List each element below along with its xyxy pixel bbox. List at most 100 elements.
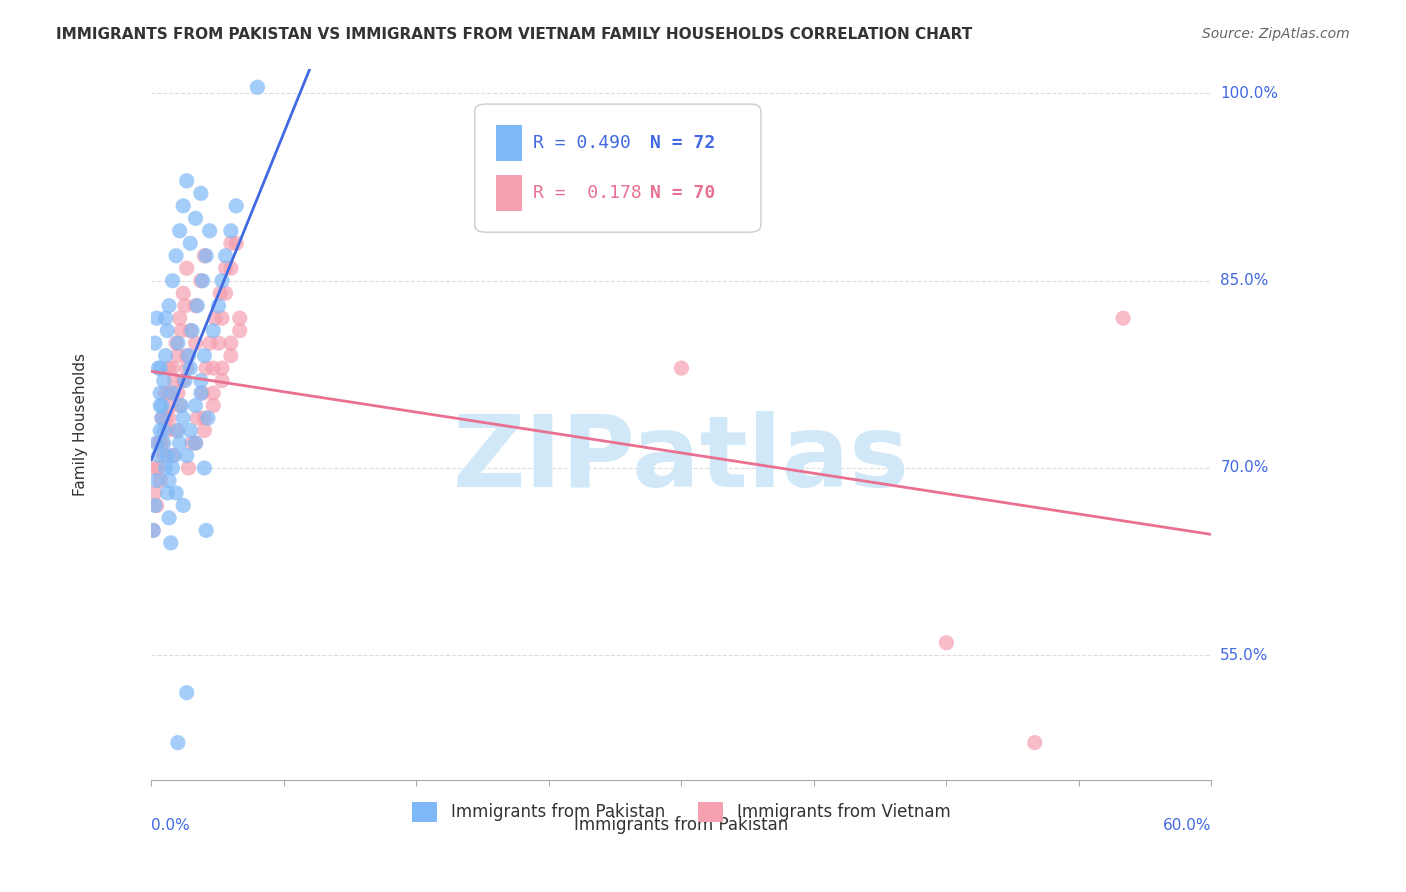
Legend: Immigrants from Pakistan, Immigrants from Vietnam: Immigrants from Pakistan, Immigrants fro… [406, 795, 957, 829]
Point [219, 236, 242, 251]
Point [179, 424, 201, 438]
Point [143, 336, 166, 351]
Point [163, 449, 186, 463]
Point [165, 249, 187, 263]
Point [195, 361, 218, 376]
Point [190, 186, 212, 201]
Point [162, 461, 184, 475]
Point [193, 411, 215, 425]
Text: 85.0%: 85.0% [1220, 273, 1268, 288]
Point [195, 249, 218, 263]
Point [246, 80, 269, 95]
Point [193, 424, 215, 438]
Point [209, 286, 232, 301]
Point [174, 299, 197, 313]
Point [193, 349, 215, 363]
Point [190, 374, 212, 388]
Point [156, 449, 179, 463]
Text: R =  0.178: R = 0.178 [533, 184, 641, 202]
Point [149, 361, 172, 376]
Point [156, 486, 179, 500]
Point [202, 324, 225, 338]
Point [149, 474, 172, 488]
Point [671, 361, 693, 376]
Point [211, 274, 233, 288]
Point [193, 249, 215, 263]
Point [186, 299, 208, 313]
Point [169, 436, 191, 450]
Point [170, 399, 193, 413]
Point [214, 261, 236, 276]
Point [1112, 311, 1135, 326]
Point [179, 324, 201, 338]
Point [225, 236, 247, 251]
Point [157, 511, 180, 525]
Point [152, 374, 174, 388]
Point [159, 399, 181, 413]
Point [179, 236, 201, 251]
Point [143, 461, 166, 475]
Point [228, 311, 250, 326]
Point [157, 411, 180, 425]
Point [172, 199, 194, 213]
Point [149, 399, 172, 413]
Point [152, 424, 174, 438]
Point [152, 449, 174, 463]
Point [142, 524, 165, 538]
Point [150, 411, 173, 425]
Point [176, 361, 198, 376]
Point [176, 349, 198, 363]
Point [219, 261, 242, 276]
Point [165, 336, 187, 351]
Point [145, 499, 167, 513]
Text: 60.0%: 60.0% [1163, 817, 1212, 832]
Point [198, 224, 221, 238]
Point [162, 449, 184, 463]
Point [195, 524, 218, 538]
Point [176, 686, 198, 700]
Bar [496, 126, 523, 161]
Point [170, 324, 193, 338]
Point [165, 424, 187, 438]
Text: N = 70: N = 70 [650, 184, 714, 202]
Point [211, 374, 233, 388]
Text: IMMIGRANTS FROM PAKISTAN VS IMMIGRANTS FROM VIETNAM FAMILY HOUSEHOLDS CORRELATIO: IMMIGRANTS FROM PAKISTAN VS IMMIGRANTS F… [56, 27, 973, 42]
Point [193, 461, 215, 475]
Point [191, 386, 214, 401]
FancyBboxPatch shape [475, 104, 761, 232]
Point [211, 361, 233, 376]
Point [167, 736, 190, 750]
Point [198, 336, 221, 351]
Point [214, 286, 236, 301]
Point [165, 486, 187, 500]
Point [149, 386, 172, 401]
Point [184, 299, 207, 313]
Point [169, 311, 191, 326]
Point [935, 636, 957, 650]
Point [156, 324, 179, 338]
Point [150, 411, 173, 425]
Point [204, 311, 226, 326]
Point [148, 436, 170, 450]
Point [181, 324, 204, 338]
Point [172, 374, 194, 388]
Point [163, 374, 186, 388]
Point [184, 399, 207, 413]
Point [162, 361, 184, 376]
Point [152, 436, 174, 450]
Point [177, 461, 200, 475]
Point [155, 411, 177, 425]
Point [156, 424, 179, 438]
Point [157, 474, 180, 488]
Point [176, 449, 198, 463]
Point [177, 349, 200, 363]
Point [143, 486, 166, 500]
Point [228, 324, 250, 338]
Text: 70.0%: 70.0% [1220, 460, 1268, 475]
Point [155, 386, 177, 401]
Point [219, 336, 242, 351]
Text: 55.0%: 55.0% [1220, 648, 1268, 663]
Point [219, 224, 242, 238]
Point [150, 399, 173, 413]
Text: R = 0.490: R = 0.490 [533, 134, 631, 153]
